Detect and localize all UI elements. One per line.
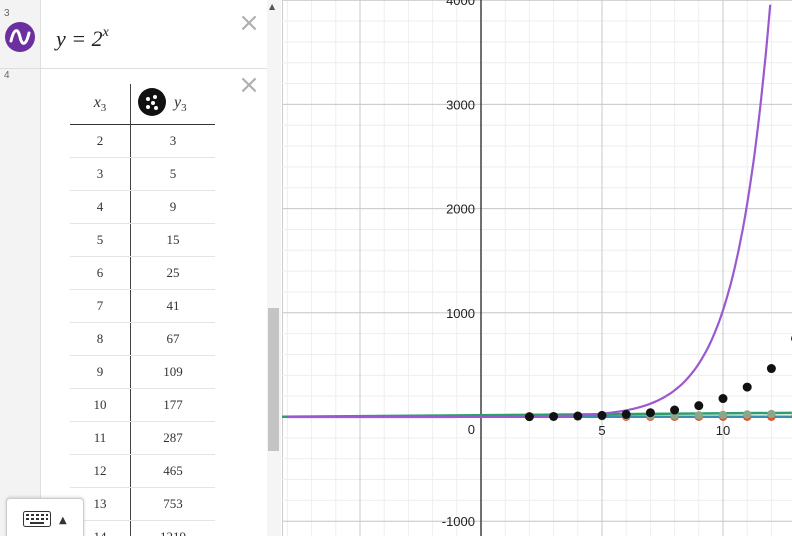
- data-table: x3 y3: [70, 84, 215, 536]
- table-cell-y[interactable]: 9: [130, 190, 215, 224]
- table-cell-y[interactable]: 25: [130, 256, 215, 290]
- table-row: 13 753: [70, 487, 215, 521]
- table-cell-y[interactable]: 753: [130, 487, 215, 521]
- table-row: 5 15: [70, 223, 215, 257]
- x-tick-label: 10: [716, 423, 730, 438]
- table-row: 7 41: [70, 289, 215, 323]
- expression-list: 3 4 y = 2x × × x3: [0, 0, 283, 536]
- expression-divider: [0, 68, 268, 69]
- x-tick-label: 5: [598, 423, 605, 438]
- table-cell-x[interactable]: 5: [70, 223, 131, 257]
- table-row: 12 465: [70, 454, 215, 488]
- table-cell-y[interactable]: 67: [130, 322, 215, 356]
- table-row: 141219: [70, 520, 215, 536]
- data-point-green: [743, 410, 752, 419]
- table-cell-x[interactable]: 10: [70, 388, 131, 422]
- points-style-icon[interactable]: [138, 87, 166, 121]
- y-tick-label: 3000: [446, 97, 475, 112]
- table-cell-y[interactable]: 177: [130, 388, 215, 422]
- data-point: [670, 405, 680, 415]
- data-point: [573, 411, 583, 421]
- header-x-label: x: [93, 93, 101, 111]
- data-point: [742, 382, 752, 392]
- table-cell-y[interactable]: 1219: [130, 520, 215, 536]
- expression-row-number: 4: [4, 70, 10, 81]
- data-point: [549, 411, 559, 421]
- table-cell-y[interactable]: 41: [130, 289, 215, 323]
- table-cell-y[interactable]: 465: [130, 454, 215, 488]
- data-point-green: [694, 411, 703, 420]
- table-cell-x[interactable]: 8: [70, 322, 131, 356]
- table-cell-x[interactable]: 3: [70, 157, 131, 191]
- expression-gutter: [0, 0, 41, 536]
- table-cell-y[interactable]: 3: [130, 124, 215, 158]
- expression-exponent: x: [102, 24, 109, 40]
- header-y-sub: 3: [181, 102, 187, 115]
- data-point: [645, 408, 655, 418]
- table-cell-x[interactable]: 11: [70, 421, 131, 455]
- y-tick-label: -1000: [442, 514, 475, 529]
- table-row: 11 287: [70, 421, 215, 455]
- table-cell-y[interactable]: 109: [130, 355, 215, 389]
- scrollbar-track[interactable]: [267, 0, 281, 536]
- desmos-logo-icon: [5, 22, 35, 52]
- header-y-label: y: [174, 93, 182, 111]
- y-tick-label: 4000: [446, 0, 475, 8]
- data-point: [621, 409, 631, 419]
- scrollbar-thumb[interactable]: [268, 308, 279, 451]
- table-cell-x[interactable]: 7: [70, 289, 131, 323]
- data-point: [597, 410, 607, 420]
- table-cell-y[interactable]: 15: [130, 223, 215, 257]
- expression-formula[interactable]: y = 2x: [56, 24, 109, 52]
- y-tick-label: 0: [468, 422, 475, 437]
- table-cell-y[interactable]: 287: [130, 421, 215, 455]
- data-point: [694, 401, 704, 411]
- data-point: [718, 394, 728, 404]
- expression-lhs: y = 2: [56, 26, 103, 51]
- table-cell-x[interactable]: 9: [70, 355, 131, 389]
- keyboard-toggle-button[interactable]: ▲: [6, 498, 84, 536]
- close-icon[interactable]: ×: [238, 70, 260, 100]
- scroll-up-icon[interactable]: ▲: [269, 2, 276, 11]
- keyboard-icon: [23, 511, 51, 532]
- table-cell-x[interactable]: 12: [70, 454, 131, 488]
- table-row: 9 109: [70, 355, 215, 389]
- y-tick-label: 1000: [446, 306, 475, 321]
- data-point-green: [718, 410, 728, 420]
- table-cell-x[interactable]: 6: [70, 256, 131, 290]
- table-row: 8 67: [70, 322, 215, 356]
- table-row: 6 25: [70, 256, 215, 290]
- table-cell-x[interactable]: 2: [70, 124, 131, 158]
- expression-row-number: 3: [4, 8, 10, 19]
- table-cell-y[interactable]: 5: [130, 157, 215, 191]
- table-row: 10 177: [70, 388, 215, 422]
- table-header-y[interactable]: y3: [130, 84, 215, 125]
- table-cell-x[interactable]: 14: [70, 520, 131, 536]
- close-icon[interactable]: ×: [238, 8, 260, 38]
- table-cell-x[interactable]: 4: [70, 190, 131, 224]
- data-point: [524, 412, 534, 422]
- header-x-sub: 3: [100, 102, 107, 115]
- y-tick-label: 2000: [446, 202, 475, 217]
- caret-up-icon: ▲: [59, 515, 67, 526]
- data-point: [766, 364, 776, 374]
- data-point-green: [767, 409, 776, 419]
- table-header-x[interactable]: x3: [70, 84, 131, 125]
